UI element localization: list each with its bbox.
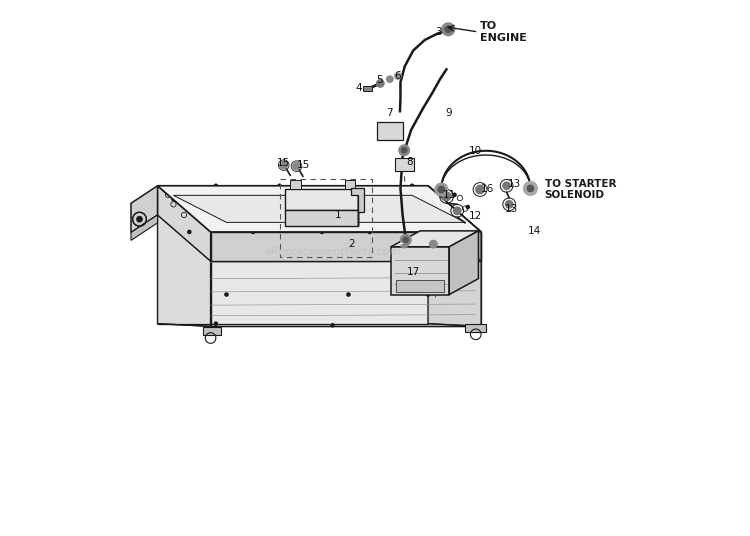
Text: 7: 7 [386, 108, 393, 117]
Text: eReplacementParts.com: eReplacementParts.com [265, 247, 400, 257]
Circle shape [442, 192, 451, 200]
Text: 12: 12 [470, 211, 482, 221]
Circle shape [503, 182, 510, 190]
Circle shape [331, 324, 334, 327]
Circle shape [368, 230, 371, 234]
Text: TO
ENGINE: TO ENGINE [480, 21, 527, 43]
Circle shape [136, 217, 142, 222]
Circle shape [400, 241, 408, 248]
Polygon shape [285, 210, 358, 226]
Circle shape [438, 187, 445, 192]
Text: 14: 14 [527, 226, 541, 236]
Polygon shape [158, 186, 211, 326]
Text: 13: 13 [507, 179, 520, 189]
Circle shape [280, 161, 287, 169]
Text: 10: 10 [470, 146, 482, 157]
Circle shape [506, 200, 513, 208]
Circle shape [399, 145, 410, 155]
Circle shape [347, 293, 350, 296]
Circle shape [453, 193, 456, 196]
Text: 3: 3 [435, 27, 442, 37]
Polygon shape [202, 327, 221, 336]
Polygon shape [428, 186, 481, 261]
Circle shape [394, 73, 401, 79]
Circle shape [435, 183, 448, 196]
Bar [376, 122, 403, 140]
Circle shape [376, 80, 384, 87]
Polygon shape [285, 190, 358, 210]
Polygon shape [158, 186, 481, 232]
Circle shape [251, 230, 254, 234]
Circle shape [394, 229, 398, 233]
Polygon shape [131, 186, 158, 233]
Circle shape [214, 322, 217, 325]
Text: 9: 9 [445, 108, 452, 117]
Polygon shape [345, 180, 355, 190]
Text: +: + [398, 241, 404, 247]
Polygon shape [173, 195, 465, 222]
Circle shape [400, 235, 411, 245]
Bar [363, 86, 372, 91]
Text: 8: 8 [406, 157, 412, 167]
Circle shape [214, 184, 217, 188]
Polygon shape [351, 189, 364, 212]
Text: 11: 11 [442, 190, 456, 200]
Text: 2: 2 [348, 239, 355, 249]
Bar [394, 158, 414, 172]
Polygon shape [449, 231, 478, 294]
Text: TO STARTER
SOLENOID: TO STARTER SOLENOID [544, 178, 616, 200]
Circle shape [427, 293, 430, 296]
Circle shape [292, 162, 300, 170]
Polygon shape [158, 186, 481, 232]
Polygon shape [391, 231, 478, 247]
Text: 13: 13 [506, 204, 518, 213]
Polygon shape [158, 186, 428, 324]
Circle shape [476, 185, 484, 193]
Circle shape [445, 26, 452, 33]
Circle shape [172, 197, 175, 200]
Text: 1: 1 [334, 210, 341, 220]
Polygon shape [290, 180, 301, 190]
Polygon shape [131, 215, 158, 241]
Circle shape [430, 241, 437, 248]
Polygon shape [173, 195, 465, 222]
Text: 16: 16 [481, 184, 494, 195]
Circle shape [466, 205, 470, 209]
Circle shape [299, 229, 302, 233]
Circle shape [387, 76, 393, 83]
Circle shape [190, 210, 194, 213]
Circle shape [527, 185, 533, 191]
Circle shape [225, 229, 228, 233]
Circle shape [410, 184, 414, 188]
Circle shape [188, 230, 191, 234]
Text: 4: 4 [356, 83, 362, 93]
Circle shape [267, 229, 271, 233]
Circle shape [278, 184, 281, 188]
Polygon shape [211, 232, 481, 261]
Circle shape [442, 23, 454, 36]
Text: 15: 15 [278, 158, 290, 168]
Circle shape [524, 182, 537, 195]
Polygon shape [391, 247, 449, 294]
Circle shape [347, 184, 350, 188]
Polygon shape [465, 324, 487, 332]
Circle shape [320, 230, 323, 234]
Polygon shape [428, 186, 481, 326]
Text: 15: 15 [297, 160, 310, 169]
Text: 17: 17 [407, 267, 420, 277]
Polygon shape [158, 186, 211, 261]
Circle shape [454, 207, 461, 214]
Circle shape [403, 237, 409, 242]
Circle shape [401, 147, 406, 153]
Circle shape [225, 293, 228, 296]
Bar [396, 280, 444, 292]
Text: 6: 6 [394, 71, 401, 81]
Text: 5: 5 [376, 75, 382, 85]
Polygon shape [211, 232, 481, 326]
